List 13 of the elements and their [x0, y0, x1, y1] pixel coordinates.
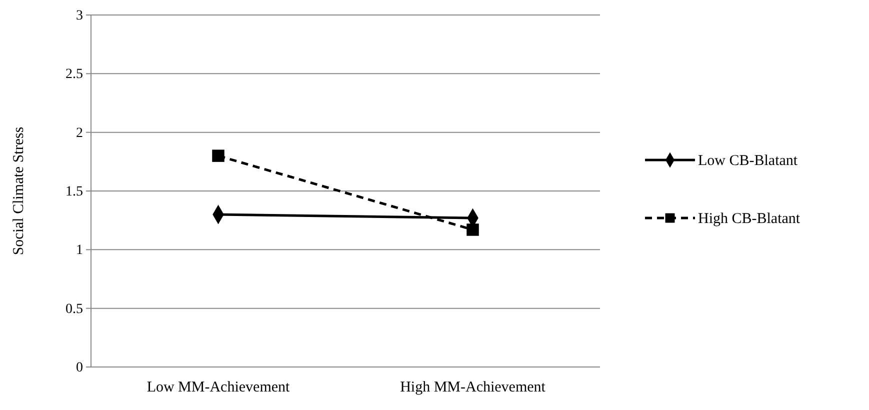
y-tick-label: 1	[76, 243, 83, 258]
y-tick-label: 2.5	[66, 67, 83, 82]
x-tick-label: High MM-Achievement	[400, 380, 546, 396]
y-tick-label: 0	[76, 360, 83, 376]
legend-label: Low CB-Blatant	[698, 153, 798, 169]
x-tick-label: Low MM-Achievement	[146, 380, 291, 396]
y-tick-label: 1.5	[66, 184, 83, 200]
legend-label: High CB-Blatant	[698, 211, 801, 227]
y-axis-title: Social Climate Stress	[11, 126, 27, 256]
point	[212, 150, 224, 162]
y-tick-label: 0.5	[66, 302, 83, 317]
y-tick-label: 3	[76, 8, 83, 24]
y-tick-label: 2	[76, 126, 83, 141]
